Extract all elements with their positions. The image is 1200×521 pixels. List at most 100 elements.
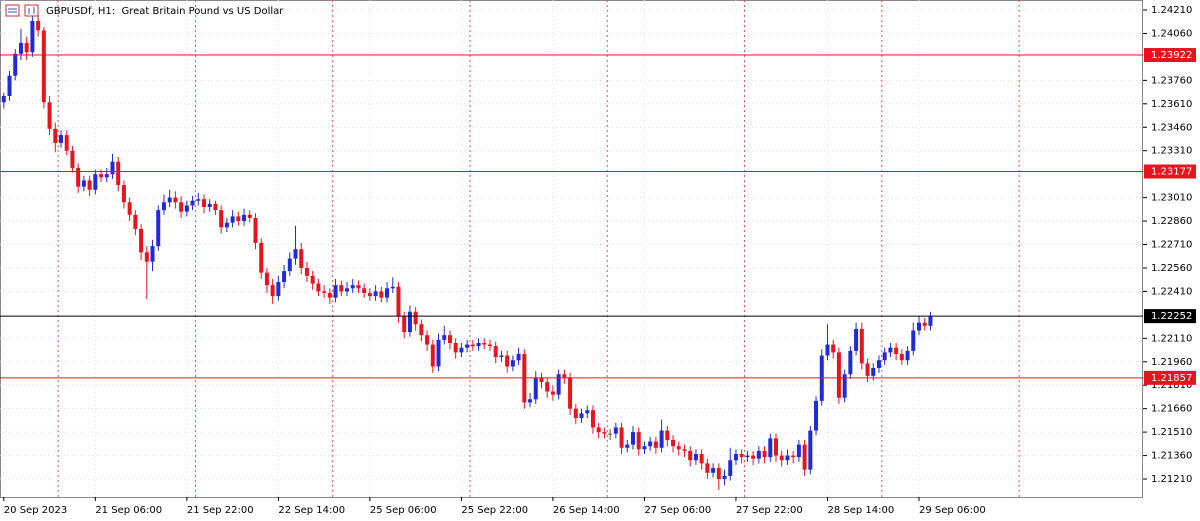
candle-body bbox=[636, 432, 641, 450]
candle-body bbox=[705, 463, 710, 473]
icon-chart[interactable] bbox=[5, 4, 20, 17]
icon-data[interactable] bbox=[24, 4, 39, 17]
candle-body bbox=[196, 199, 201, 201]
candle-body bbox=[419, 324, 424, 336]
candle-body bbox=[53, 128, 58, 143]
candle-body bbox=[161, 202, 166, 211]
y-tick-label: 1.24210 bbox=[1151, 5, 1192, 16]
candle-body bbox=[299, 249, 304, 268]
candle-body bbox=[293, 249, 298, 259]
candle-body bbox=[814, 400, 819, 431]
candle-body bbox=[568, 377, 573, 409]
candle-body bbox=[573, 408, 578, 419]
level-label-box bbox=[1144, 48, 1196, 63]
candle-body bbox=[476, 343, 481, 347]
candle-body bbox=[264, 272, 269, 286]
candle-body bbox=[367, 292, 372, 297]
plot-frame bbox=[0, 0, 1143, 498]
candle-body bbox=[751, 455, 756, 459]
candle-body bbox=[928, 316, 933, 326]
candle-body bbox=[528, 399, 533, 403]
candle-body bbox=[18, 42, 23, 54]
candle-body bbox=[190, 200, 195, 206]
y-tick-label: 1.22410 bbox=[1151, 286, 1192, 297]
candle-body bbox=[590, 410, 595, 428]
candle-body bbox=[436, 339, 441, 367]
candle-body bbox=[304, 267, 309, 276]
candle-body bbox=[442, 335, 447, 340]
candle-body bbox=[648, 441, 653, 447]
candle-body bbox=[287, 258, 292, 272]
candle-body bbox=[831, 344, 836, 353]
x-tick-label: 25 Sep 06:00 bbox=[370, 505, 437, 516]
candle-body bbox=[236, 216, 241, 222]
candle-body bbox=[447, 335, 452, 344]
candle-body bbox=[854, 328, 859, 351]
candle-body bbox=[93, 174, 98, 190]
y-tick-label: 1.21360 bbox=[1151, 451, 1192, 462]
y-tick-label: 1.22560 bbox=[1151, 263, 1192, 274]
header: GBPUSDf, H1: Great Britain Pound vs US D… bbox=[5, 4, 284, 17]
candle-body bbox=[579, 413, 584, 419]
candle-body bbox=[407, 311, 412, 333]
y-tick-label: 1.22110 bbox=[1151, 333, 1192, 344]
candle-body bbox=[127, 202, 132, 215]
candle-body bbox=[642, 446, 647, 450]
candle-body bbox=[230, 216, 235, 223]
candle-body bbox=[310, 275, 315, 284]
candle-body bbox=[327, 292, 332, 298]
x-tick-label: 27 Sep 22:00 bbox=[736, 505, 803, 516]
candle-body bbox=[167, 197, 172, 203]
y-tick-label: 1.23610 bbox=[1151, 99, 1192, 110]
candle-body bbox=[608, 433, 613, 435]
candle-body bbox=[64, 135, 69, 151]
candle-body bbox=[70, 150, 75, 168]
candle-body bbox=[425, 335, 430, 345]
candle-body bbox=[728, 460, 733, 476]
candle-body bbox=[659, 430, 664, 448]
y-tick-label: 1.24060 bbox=[1151, 28, 1192, 39]
x-tick-label: 21 Sep 22:00 bbox=[187, 505, 254, 516]
candle-body bbox=[179, 202, 184, 212]
candle-body bbox=[688, 450, 693, 461]
candle-body bbox=[585, 410, 590, 414]
candle-body bbox=[453, 343, 458, 353]
y-tick-label: 1.21960 bbox=[1151, 357, 1192, 368]
candle-body bbox=[99, 174, 104, 178]
candle-body bbox=[402, 316, 407, 333]
candle-body bbox=[768, 438, 773, 458]
candle-body bbox=[76, 167, 81, 187]
candle-body bbox=[865, 363, 870, 376]
candle-body bbox=[207, 203, 212, 207]
candle-body bbox=[631, 432, 635, 445]
candle-body bbox=[259, 242, 264, 273]
candle-body bbox=[917, 322, 921, 331]
candle-body bbox=[493, 346, 498, 358]
candle-body bbox=[516, 353, 521, 361]
candle-body bbox=[150, 246, 155, 262]
candle-body bbox=[733, 454, 738, 461]
candle-body bbox=[81, 180, 86, 187]
candle-body bbox=[488, 344, 492, 347]
candle-body bbox=[219, 210, 224, 228]
candle-body bbox=[276, 282, 281, 297]
level-label: 1.21857 bbox=[1151, 373, 1192, 384]
candle-body bbox=[671, 439, 676, 447]
candle-body bbox=[59, 135, 63, 143]
candle-body bbox=[842, 374, 847, 398]
candle-body bbox=[791, 455, 796, 458]
candle-body bbox=[385, 288, 390, 298]
candle-body bbox=[785, 455, 790, 461]
candle-body bbox=[110, 161, 115, 175]
candle-body bbox=[882, 352, 887, 361]
candle-body bbox=[762, 450, 767, 458]
candle-body bbox=[745, 455, 750, 458]
candle-body bbox=[13, 53, 18, 76]
candle-body bbox=[596, 427, 601, 433]
candle-body bbox=[350, 285, 355, 289]
candle-body bbox=[562, 374, 567, 378]
candle-body bbox=[316, 283, 321, 292]
candle-body bbox=[413, 311, 418, 325]
candle-body bbox=[104, 174, 109, 178]
level-label-box bbox=[1144, 370, 1196, 385]
